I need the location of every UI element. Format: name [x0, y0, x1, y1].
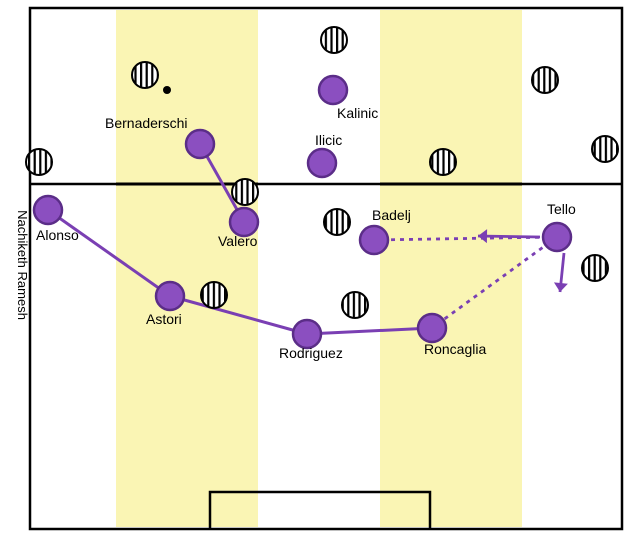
- player-label-bernadeschi: Bernaderschi: [105, 115, 188, 131]
- opponent-player: [232, 179, 258, 205]
- opponent-player: [132, 62, 158, 88]
- player-label-alonso: Alonso: [36, 227, 79, 243]
- credit-text: Nachiketh Ramesh: [15, 210, 30, 320]
- player-bernadeschi: [186, 130, 214, 158]
- opponent-player: [324, 209, 350, 235]
- opponent-player: [430, 149, 456, 175]
- player-label-astori: Astori: [146, 311, 182, 327]
- channel-zone: [116, 10, 258, 527]
- player-valero: [230, 208, 258, 236]
- player-label-kalinic: Kalinic: [337, 105, 378, 121]
- player-label-valero: Valero: [218, 233, 258, 249]
- opponent-player: [582, 255, 608, 281]
- player-rodriguez: [293, 320, 321, 348]
- opponent-player: [592, 136, 618, 162]
- channel-zone: [380, 10, 522, 527]
- arrow-head: [554, 282, 568, 292]
- player-badelj: [360, 226, 388, 254]
- player-label-tello: Tello: [547, 201, 576, 217]
- player-label-rodriguez: Rodriguez: [279, 345, 343, 361]
- opponent-player: [321, 27, 347, 53]
- player-tello: [543, 223, 571, 251]
- opponent-player: [342, 292, 368, 318]
- movement-arrow: [478, 236, 540, 237]
- player-ilicic: [308, 149, 336, 177]
- opponent-player: [532, 67, 558, 93]
- player-astori: [156, 282, 184, 310]
- ball: [163, 86, 171, 94]
- tactics-diagram: Kalinic Bernaderschi Ilicic Alonso Valero Bad…: [0, 0, 630, 536]
- opponent-player: [26, 149, 52, 175]
- player-roncaglia: [418, 314, 446, 342]
- player-label-ilicic: Ilicic: [315, 132, 342, 148]
- player-alonso: [34, 196, 62, 224]
- player-kalinic: [319, 76, 347, 104]
- svg-canvas: Kalinic Bernaderschi Ilicic Alonso Valero Bad…: [0, 0, 630, 536]
- opponent-player: [201, 282, 227, 308]
- player-label-roncaglia: Roncaglia: [424, 341, 486, 357]
- player-label-badelj: Badelj: [372, 207, 411, 223]
